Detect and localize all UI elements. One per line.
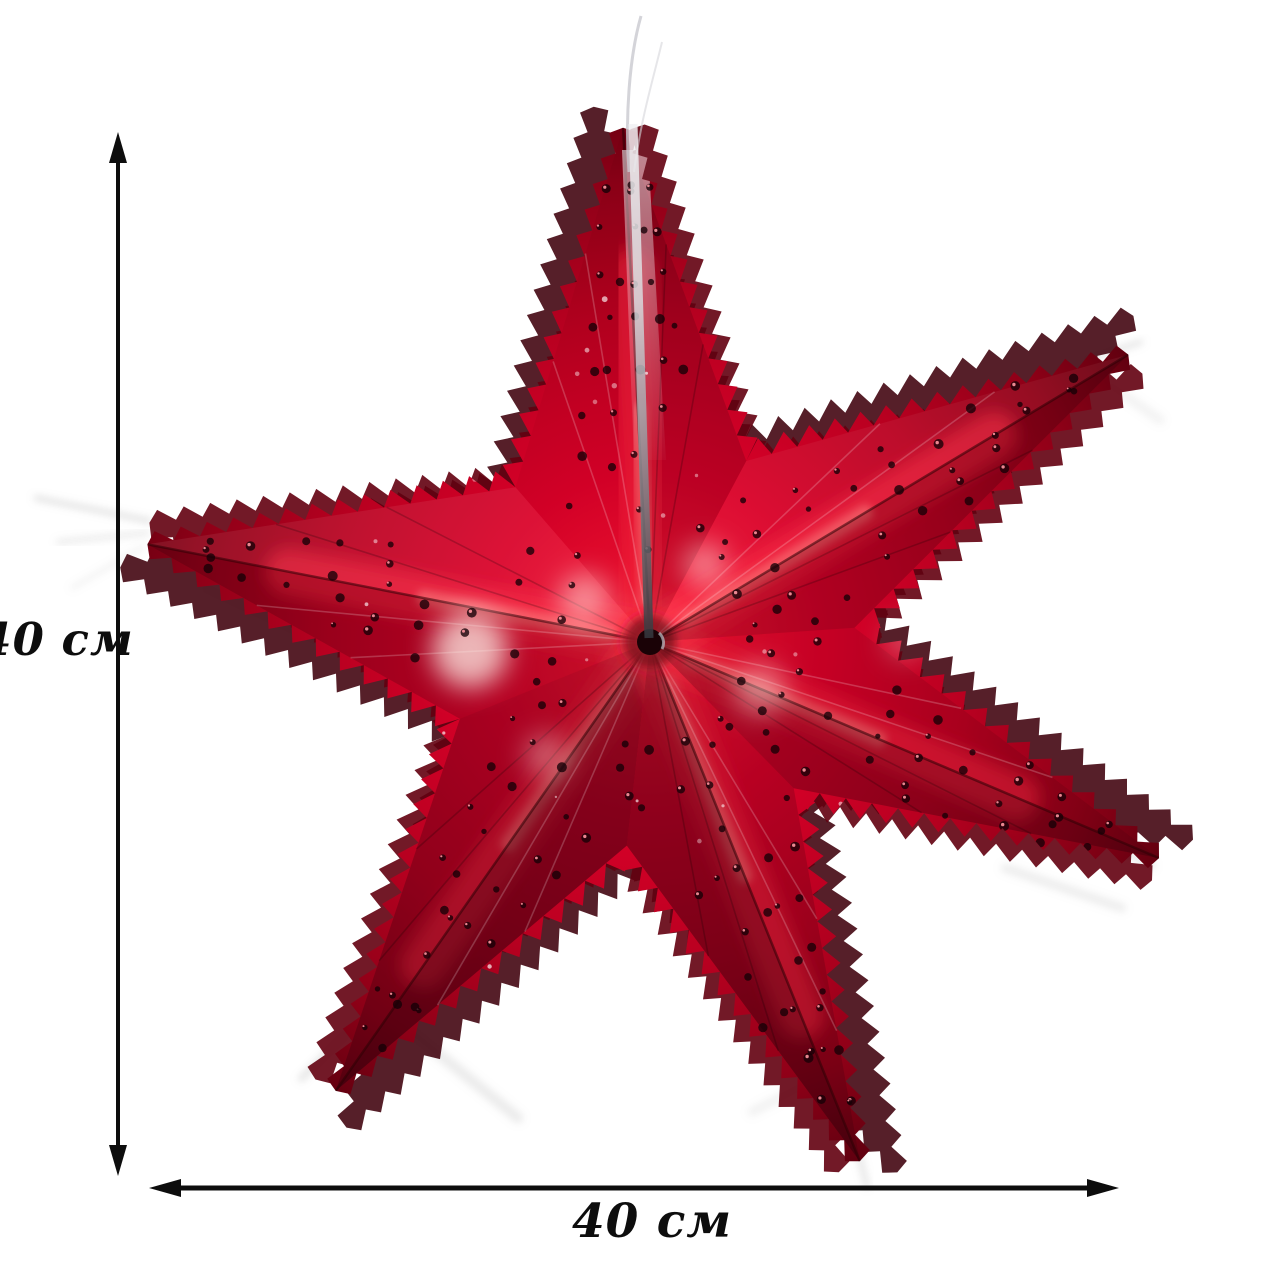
red-foil-star [120, 106, 1194, 1173]
width-arrow [149, 1179, 1119, 1197]
height-label: 40 см [0, 613, 134, 666]
height-arrow [109, 132, 127, 1176]
width-label: 40 см [572, 1194, 732, 1249]
hanging-string [626, 15, 663, 639]
dimension-annotations: 40 см 40 см [0, 132, 1119, 1249]
